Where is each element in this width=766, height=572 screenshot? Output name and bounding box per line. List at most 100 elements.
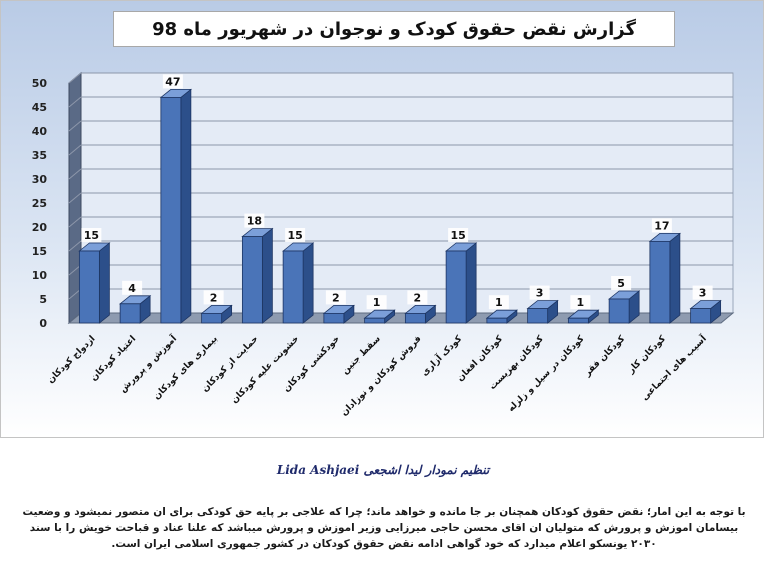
value-label: 4 xyxy=(128,282,136,295)
gridline xyxy=(68,144,82,156)
y-tick-label: 40 xyxy=(32,125,48,138)
bar xyxy=(444,242,478,324)
y-tick-label: 45 xyxy=(32,101,47,114)
footnote-line: با توجه به این امار؛ نقض حقوق کودکان همچ… xyxy=(22,506,746,518)
bar-front xyxy=(201,312,223,324)
value-label: 15 xyxy=(287,229,302,242)
bar xyxy=(404,304,437,324)
y-tick-label: 0 xyxy=(39,317,47,330)
y-tick-label: 15 xyxy=(32,245,47,258)
bar xyxy=(159,88,193,324)
bar xyxy=(281,242,315,324)
y-tick-label: 20 xyxy=(32,221,48,234)
value-label: 2 xyxy=(210,291,218,304)
bar xyxy=(689,299,722,324)
value-label: 3 xyxy=(699,287,707,300)
bar xyxy=(607,290,641,324)
gridline xyxy=(68,96,82,108)
value-label: 2 xyxy=(332,291,340,304)
category-label: کودکان در سیل و زلزله xyxy=(506,334,587,415)
y-tick-label: 30 xyxy=(32,173,48,186)
value-label-box xyxy=(692,285,713,300)
bar-front xyxy=(445,250,467,324)
value-label-box xyxy=(488,295,509,310)
value-label: 3 xyxy=(536,287,544,300)
footnote-line: بیسامان اموزش و پرورش که متولیان ان اقای… xyxy=(29,522,739,534)
y-tick-label: 25 xyxy=(32,197,47,210)
gridline xyxy=(68,72,82,84)
bar-front xyxy=(690,308,712,324)
value-label: 1 xyxy=(373,296,381,309)
bar-side xyxy=(98,242,110,324)
chart-credit: تنظیم نمودار لیدا اشجعی Lida Ashjaei xyxy=(276,463,490,477)
value-label-box xyxy=(285,228,306,242)
category-label: کودکان فقر xyxy=(582,334,628,380)
value-label-box xyxy=(448,228,469,242)
bar xyxy=(322,304,356,324)
value-label-box xyxy=(244,213,265,228)
bar xyxy=(78,242,111,324)
value-label: 2 xyxy=(414,291,422,304)
category-label: آسیب های اجتماعی xyxy=(639,332,710,403)
gridline xyxy=(68,240,82,252)
value-label: 17 xyxy=(654,219,669,232)
value-label-box xyxy=(366,295,387,310)
category-label: فروش کودکان و نوزادان xyxy=(339,334,423,418)
y-tick-label: 35 xyxy=(32,149,47,162)
bar-front xyxy=(404,312,426,324)
value-label: 47 xyxy=(165,75,180,88)
bar xyxy=(485,309,519,324)
value-label-box xyxy=(203,290,224,305)
bar-front xyxy=(527,308,549,324)
value-label-box xyxy=(570,295,591,310)
value-label-box xyxy=(651,218,672,233)
bar-front xyxy=(608,298,630,324)
bar-front xyxy=(323,312,345,324)
gridline xyxy=(68,192,82,204)
bar-front xyxy=(78,250,100,324)
category-label: کودکان کار xyxy=(626,334,669,377)
bar xyxy=(200,304,233,324)
bar xyxy=(241,227,274,324)
chart-title: گزارش نقض حقوق کودک و نوجوان در شهریور م… xyxy=(113,11,675,47)
gridline xyxy=(68,120,82,132)
bar-front xyxy=(567,317,589,324)
value-label-box xyxy=(611,276,632,290)
value-label: 1 xyxy=(495,296,503,309)
value-label-box xyxy=(407,290,428,305)
bar-side xyxy=(261,227,273,324)
category-label: سقط جنین xyxy=(340,334,383,377)
value-label: 1 xyxy=(577,296,585,309)
bar-front xyxy=(486,317,508,324)
value-label-box xyxy=(529,285,550,300)
category-label: کودک آزاری xyxy=(419,332,465,378)
value-label: 5 xyxy=(617,277,625,290)
gridline xyxy=(68,168,82,180)
bar-front xyxy=(364,317,386,324)
value-label: 18 xyxy=(247,215,262,228)
category-label: خشونت علیه کودکان xyxy=(230,334,302,406)
value-label: 15 xyxy=(450,229,465,242)
bar xyxy=(526,299,559,324)
chart-panel: 0 5 10 15 20 25 30 35 40 45 50 15 ازدواج کودکان 4 اعتی… xyxy=(0,0,764,438)
footnote-line: ۲۰۳۰ یونسکو اعلام میدارد که خود گواهی اد… xyxy=(111,538,657,550)
bar xyxy=(118,294,152,324)
value-label-box xyxy=(325,290,346,305)
value-label-box xyxy=(81,228,102,242)
gridline xyxy=(68,216,82,228)
bar-side xyxy=(302,242,314,324)
value-label-box xyxy=(122,280,143,295)
value-label-box xyxy=(162,74,183,89)
value-label: 15 xyxy=(84,229,99,242)
bar xyxy=(648,232,682,324)
bar-front xyxy=(160,97,182,324)
y-tick-label: 50 xyxy=(32,77,48,90)
bar-front xyxy=(649,240,671,324)
footnote: با توجه به این امار؛ نقض حقوق کودکان همچ… xyxy=(12,504,756,552)
bar-side xyxy=(180,88,192,324)
bar-front xyxy=(282,250,304,324)
bar xyxy=(363,309,396,324)
y-tick-label: 5 xyxy=(39,293,47,306)
bar xyxy=(567,309,600,324)
